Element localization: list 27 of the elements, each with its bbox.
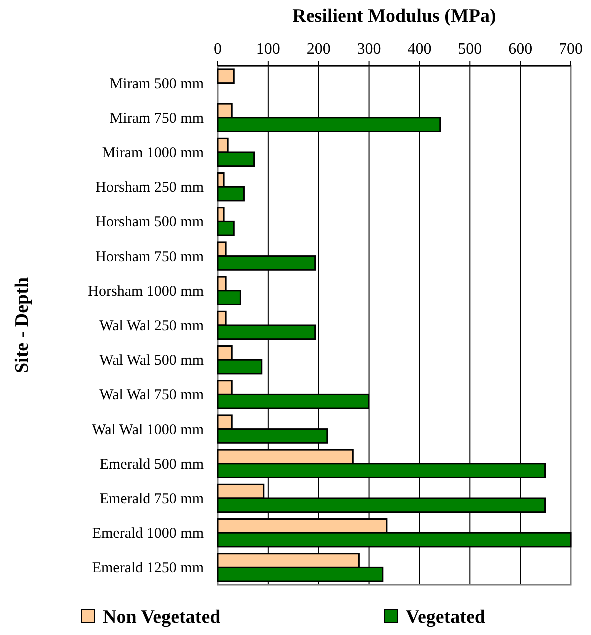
chart-title: Resilient Modulus (MPa)	[292, 6, 496, 27]
x-tick-label: 700	[559, 41, 583, 58]
y-tick-label: Emerald 500 mm	[100, 456, 204, 473]
legend-label: Non Vegetated	[103, 607, 222, 628]
y-tick-label: Horsham 1000 mm	[88, 284, 204, 300]
y-tick-label: Wal Wal 250 mm	[100, 318, 204, 334]
y-tick-label: Miram 500 mm	[110, 76, 204, 92]
legend-label: Vegetated	[406, 607, 486, 628]
y-tick-label: Wal Wal 1000 mm	[92, 422, 204, 438]
x-tick-label: 300	[357, 41, 382, 58]
x-tick-label: 400	[408, 41, 432, 58]
y-tick-label: Wal Wal 500 mm	[100, 353, 204, 370]
x-tick-label: 600	[508, 41, 533, 58]
y-tick-label: Emerald 750 mm	[100, 492, 204, 508]
y-tick-label: Wal Wal 750 mm	[100, 388, 204, 404]
x-tick-label: 500	[458, 41, 482, 58]
y-tick-label: Horsham 250 mm	[96, 180, 204, 196]
y-tick-label: Emerald 1250 mm	[92, 560, 204, 577]
x-tick-label: 0	[214, 41, 222, 58]
y-tick-label: Miram 1000 mm	[102, 146, 204, 162]
y-tick-label: Miram 750 mm	[110, 110, 204, 127]
y-axis-title: Site - Depth	[12, 277, 33, 374]
y-tick-label: Horsham 500 mm	[96, 214, 204, 231]
x-tick-label: 200	[306, 41, 331, 58]
y-tick-label: Horsham 750 mm	[96, 249, 204, 266]
y-tick-label: Emerald 1000 mm	[92, 526, 204, 542]
x-tick-label: 100	[256, 41, 280, 58]
